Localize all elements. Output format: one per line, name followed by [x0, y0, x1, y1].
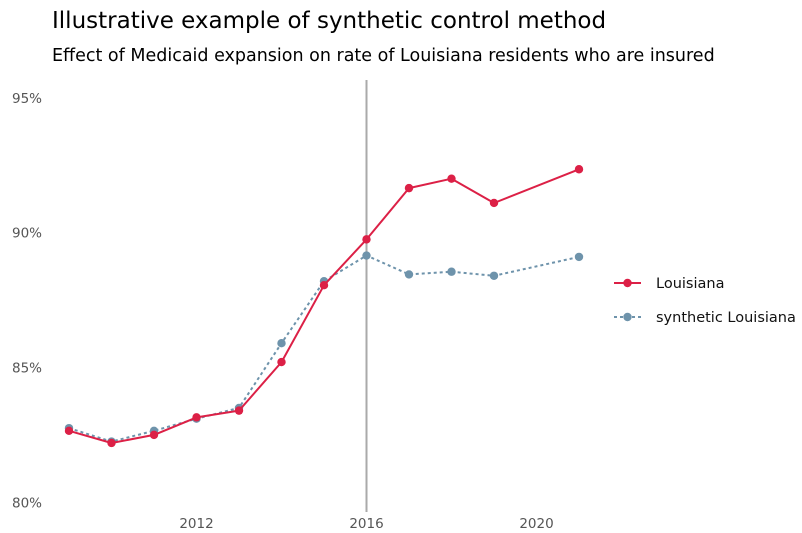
y-tick-label: 85%: [12, 360, 42, 376]
series-line: [68, 168, 580, 444]
data-point: [489, 198, 499, 208]
data-point: [404, 183, 414, 193]
legend-label: synthetic Louisiana: [656, 310, 796, 326]
data-point: [319, 281, 329, 290]
data-point: [149, 430, 159, 440]
data-point: [107, 438, 116, 448]
legend-item: Louisiana: [614, 276, 724, 292]
legend-label: Louisiana: [656, 276, 724, 292]
chart-title: Illustrative example of synthetic contro…: [52, 8, 607, 34]
series-louisiana: [64, 165, 584, 448]
data-point: [277, 338, 286, 348]
data-point: [64, 426, 74, 436]
chart-subtitle: Effect of Medicaid expansion on rate of …: [52, 46, 715, 66]
data-point: [447, 174, 456, 183]
x-tick-label: 2016: [349, 516, 383, 532]
y-tick-label: 90%: [12, 226, 42, 242]
x-tick-label: 2020: [519, 516, 553, 532]
data-point: [277, 357, 286, 367]
x-tick-label: 2012: [179, 516, 213, 532]
data-point: [574, 252, 584, 262]
y-tick-label: 95%: [12, 91, 42, 107]
legend-item: synthetic Louisiana: [614, 310, 796, 326]
series-layer: [64, 165, 584, 448]
data-point: [362, 251, 371, 260]
legend: Louisiana synthetic Louisiana: [614, 276, 796, 326]
data-point: [574, 165, 584, 174]
legend-swatch-point: [623, 312, 632, 322]
data-point: [447, 267, 456, 276]
data-point: [362, 235, 371, 244]
data-point: [404, 270, 414, 279]
x-axis: 2012 2016 2020: [179, 516, 553, 532]
y-tick-label: 80%: [12, 495, 42, 511]
data-point: [192, 413, 201, 422]
series-synthetic-louisiana: [64, 251, 584, 446]
y-axis: 80% 85% 90% 95%: [12, 91, 42, 512]
legend-swatch-point: [623, 278, 632, 288]
data-point: [234, 406, 244, 415]
series-line: [68, 254, 580, 443]
data-point: [489, 271, 499, 280]
